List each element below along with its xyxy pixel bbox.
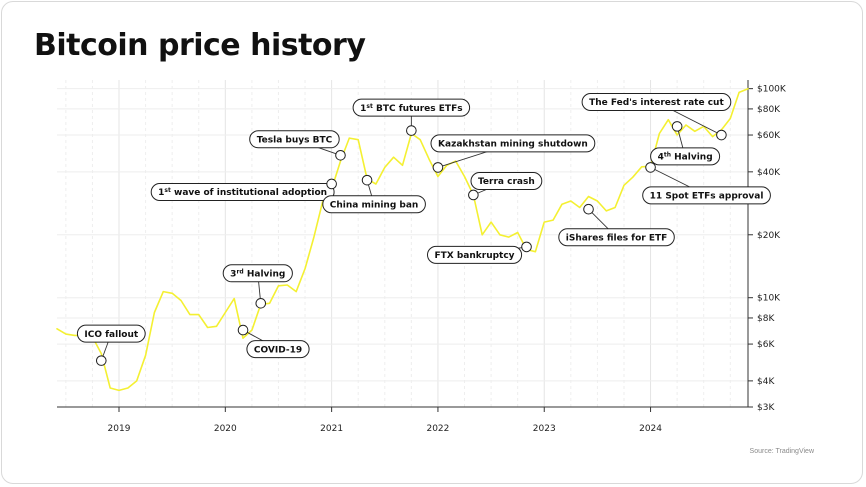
- annotation-marker: [95, 355, 107, 366]
- annotation-marker: [237, 324, 249, 336]
- annotation-marker: [468, 189, 479, 201]
- annotation-label: ICO fallout: [84, 330, 138, 340]
- annotation: Tesla buys BTC: [249, 130, 346, 161]
- annotation-label: China mining ban: [330, 200, 419, 210]
- annotation-label: 4th Halving: [658, 151, 713, 163]
- annotation-marker: [255, 298, 267, 309]
- annotation-pill: [642, 186, 771, 205]
- annotation-pill: [322, 195, 426, 214]
- annotation-pill: [76, 324, 146, 343]
- x-tick-label: 2023: [533, 424, 556, 434]
- y-tick-label: $20K: [757, 231, 781, 241]
- annotation: The Fed's interest rate cut: [581, 93, 732, 141]
- annotation-marker: [521, 241, 532, 253]
- annotation: 4th Halving: [650, 121, 721, 166]
- y-tick-label: $100K: [757, 85, 787, 95]
- x-tick-label: 2019: [108, 424, 131, 434]
- annotation-pill: [427, 245, 523, 264]
- annotation-label: The Fed's interest rate cut: [589, 98, 724, 108]
- annotation-pill: [581, 93, 732, 111]
- annotation-pill: [650, 147, 721, 166]
- annotation-label: FTX bankruptcy: [434, 251, 514, 261]
- annotation-label: Terra crash: [478, 177, 535, 187]
- annotation: China mining ban: [322, 174, 426, 214]
- price-line: [56, 87, 749, 392]
- y-tick-label: $4K: [757, 377, 775, 387]
- annotations: ICO fallout COVID-19 3rd Halving Tesla buys…: [76, 93, 771, 366]
- y-tick-label: $40K: [757, 168, 781, 178]
- annotation-marker: [716, 129, 727, 141]
- axes: 2019 2020 2021 2022 2023 2024 $100K $80K $60K $40…: [57, 80, 787, 434]
- annotation-pill: [558, 228, 675, 247]
- y-tick-label: $80K: [757, 105, 781, 115]
- annotation-pill: [352, 98, 471, 117]
- annotation: 11 Spot ETFs approval: [642, 162, 771, 205]
- annotation: Terra crash: [468, 172, 543, 201]
- annotation: iShares files for ETF: [558, 203, 675, 247]
- annotation-pill: [150, 183, 335, 201]
- annotation: 1st wave of institutional adoption: [150, 178, 337, 201]
- y-tick-label: $60K: [757, 131, 781, 141]
- annotation: 1st BTC futures ETFs: [352, 98, 471, 136]
- y-tick-label: $6K: [757, 340, 775, 350]
- page-title: Bitcoin price history: [34, 28, 366, 63]
- annotation: ICO fallout: [76, 324, 146, 366]
- annotation-marker: [326, 178, 337, 190]
- annotation-pill: [246, 340, 310, 359]
- annotation-marker: [335, 149, 346, 161]
- annotation-label: Tesla buys BTC: [257, 135, 333, 145]
- annotation-marker: [406, 125, 417, 136]
- annotation-label: 1st BTC futures ETFs: [360, 102, 462, 114]
- annotation-pill: [222, 264, 293, 283]
- y-tick-label: $8K: [757, 314, 775, 324]
- annotation-label: iShares files for ETF: [566, 233, 668, 243]
- annotation-label: COVID-19: [254, 345, 302, 355]
- annotation-pill: [249, 130, 340, 149]
- annotation-marker: [583, 203, 594, 215]
- annotation-pill: [470, 172, 543, 190]
- annotation: FTX bankruptcy: [427, 241, 532, 264]
- y-tick-label: $3K: [757, 403, 775, 413]
- annotation-marker: [361, 174, 373, 186]
- annotation-marker: [671, 121, 683, 132]
- annotation: 3rd Halving: [222, 264, 293, 309]
- series: [56, 87, 749, 392]
- annotation-label: Kazakhstan mining shutdown: [438, 140, 588, 150]
- annotation-marker: [645, 162, 656, 173]
- annotation-pill: [430, 134, 596, 153]
- x-tick-label: 2020: [214, 424, 237, 434]
- annotation: COVID-19: [237, 324, 310, 359]
- source-note: Source: TradingView: [749, 448, 814, 455]
- annotation: Kazakhstan mining shutdown: [430, 134, 596, 173]
- annotation-label: 3rd Halving: [230, 268, 285, 280]
- annotation-label: 1st wave of institutional adoption: [158, 187, 327, 199]
- y-tick-label: $10K: [757, 294, 781, 304]
- x-tick-label: 2021: [320, 424, 343, 434]
- x-tick-label: 2022: [426, 424, 449, 434]
- annotation-marker: [432, 162, 444, 173]
- x-tick-label: 2024: [639, 424, 662, 434]
- annotation-label: 11 Spot ETFs approval: [650, 192, 764, 202]
